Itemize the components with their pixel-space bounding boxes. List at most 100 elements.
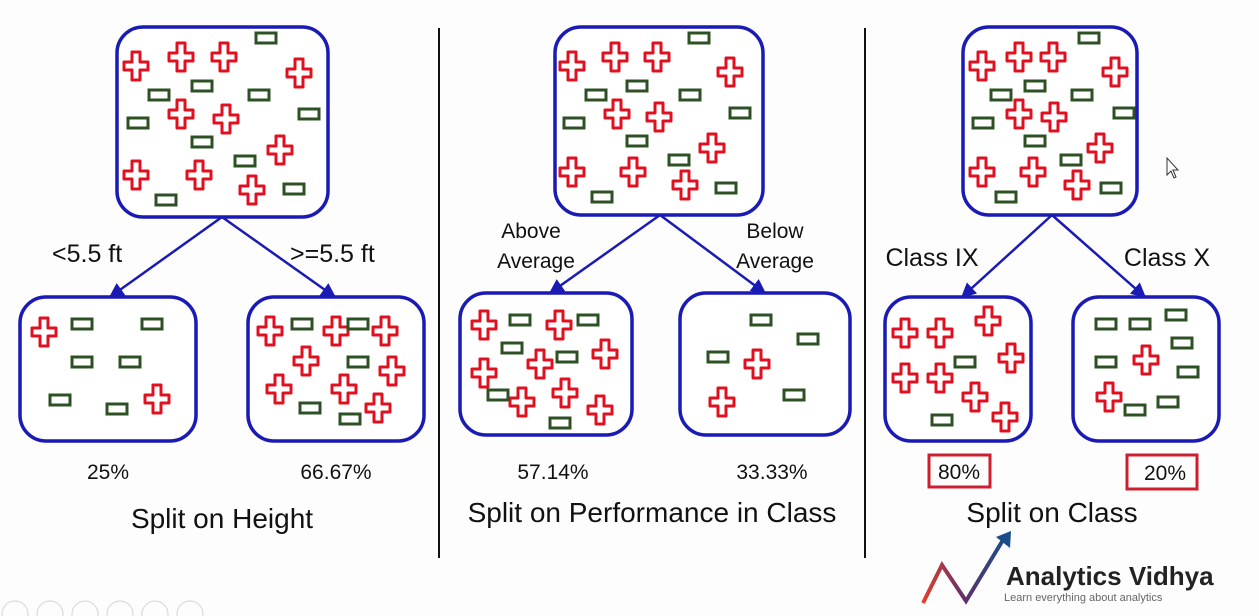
more-icon[interactable] (176, 600, 204, 616)
plus-symbol (1132, 344, 1160, 376)
panel-title: Split on Height (131, 503, 313, 534)
next-icon[interactable] (36, 600, 64, 616)
minus-symbol (290, 317, 314, 331)
plus-symbol (926, 362, 954, 394)
plus-symbol (167, 98, 195, 130)
plus-symbol (1019, 156, 1047, 188)
plus-symbol (167, 41, 195, 73)
purity-percent: 80% (938, 461, 980, 484)
minus-symbol (190, 135, 214, 149)
branch-label: Class X (1124, 244, 1210, 272)
branch-label: >=5.5 ft (290, 240, 375, 268)
minus-symbol (140, 317, 164, 331)
plus-symbol (991, 401, 1019, 433)
minus-symbol (584, 88, 608, 102)
minus-symbol (971, 116, 995, 130)
purity-percent: 25% (87, 461, 129, 484)
minus-symbol (233, 154, 257, 168)
minus-symbol (994, 190, 1018, 204)
plus-symbol (1040, 101, 1068, 133)
panel-title: Split on Class (966, 497, 1137, 528)
minus-symbol (714, 181, 738, 195)
slides-icon[interactable] (106, 600, 134, 616)
plus-symbol (1005, 41, 1033, 73)
left-branch-arrow (548, 213, 661, 295)
plus-symbol (643, 41, 671, 73)
plus-symbol (1063, 169, 1091, 201)
plus-symbol (743, 348, 771, 380)
minus-symbol (796, 332, 820, 346)
minus-symbol (508, 313, 532, 327)
minus-symbol (254, 31, 278, 45)
branch-label: Average (497, 250, 575, 273)
minus-symbol (1070, 88, 1094, 102)
plus-symbol (961, 381, 989, 413)
minus-symbol (500, 341, 524, 355)
minus-symbol (338, 412, 362, 426)
plus-symbol (1095, 381, 1123, 413)
minus-symbol (298, 401, 322, 415)
minus-symbol (346, 317, 370, 331)
plus-symbol (716, 56, 744, 88)
minus-symbol (1123, 403, 1147, 417)
plus-symbol (256, 315, 284, 347)
minus-symbol (126, 116, 150, 130)
plus-symbol (586, 394, 614, 426)
minus-symbol (1094, 317, 1118, 331)
minus-symbol (678, 88, 702, 102)
purity-percent: 33.33% (736, 461, 807, 484)
plus-symbol (545, 309, 573, 341)
zoom-icon[interactable] (141, 600, 169, 616)
plus-symbol (371, 315, 399, 347)
right-branch-arrow (659, 213, 767, 295)
plus-symbol (470, 309, 498, 341)
logo-tagline: Learn everything about analytics (1004, 592, 1163, 604)
plus-symbol (997, 342, 1025, 374)
plus-symbol (30, 316, 58, 348)
minus-symbol (1128, 317, 1152, 331)
minus-symbol (625, 79, 649, 93)
minus-symbol (782, 388, 806, 402)
branch-label: Class IX (885, 244, 978, 272)
plus-symbol (891, 362, 919, 394)
plus-symbol (238, 174, 266, 206)
plus-symbol (645, 101, 673, 133)
plus-symbol (968, 156, 996, 188)
minus-symbol (1059, 153, 1083, 167)
plus-symbol (926, 317, 954, 349)
plus-symbol (558, 156, 586, 188)
left-branch-arrow (108, 215, 223, 299)
branch-label: Below (746, 220, 804, 243)
plus-symbol (558, 50, 586, 82)
minus-symbol (154, 193, 178, 207)
plus-symbol (212, 103, 240, 135)
plus-symbol (891, 317, 919, 349)
minus-symbol (48, 393, 72, 407)
minus-symbol (486, 388, 510, 402)
plus-symbol (526, 348, 554, 380)
right-branch-arrow (221, 215, 337, 299)
branch-label: <5.5 ft (52, 240, 122, 268)
left-child-node (883, 295, 1033, 443)
purity-percent: 20% (1144, 462, 1186, 485)
purity-percent: 66.67% (300, 461, 371, 484)
analytics-vidhya-logo: Analytics Vidhya Learn everything about … (921, 531, 1214, 605)
plus-symbol (708, 386, 736, 418)
minus-symbol (930, 413, 954, 427)
left-branch-arrow (960, 214, 1053, 299)
minus-symbol (70, 317, 94, 331)
right-branch-arrow (1051, 214, 1147, 298)
minus-symbol (548, 416, 572, 430)
minus-symbol (1112, 106, 1136, 120)
previous-icon[interactable] (1, 600, 29, 616)
plus-symbol (968, 50, 996, 82)
minus-symbol (728, 106, 752, 120)
purity-percent: 57.14% (517, 461, 588, 484)
plus-symbol (185, 159, 213, 191)
minus-symbol (147, 88, 171, 102)
logo-name: Analytics Vidhya (1006, 561, 1214, 591)
pen-icon[interactable] (71, 600, 99, 616)
plus-symbol (322, 315, 350, 347)
minus-symbol (70, 355, 94, 369)
